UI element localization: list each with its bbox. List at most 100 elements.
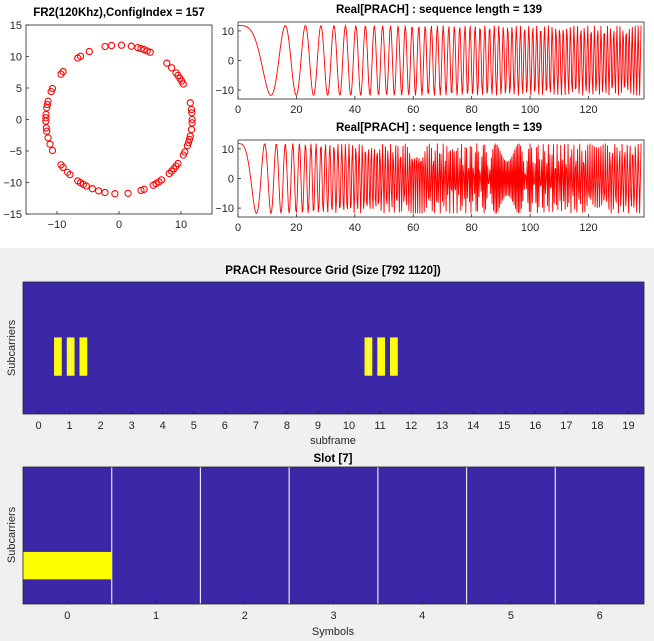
constellation-point [88, 185, 96, 193]
constellation-point [48, 85, 57, 93]
resource-grid-ylabel: Subcarriers [6, 319, 18, 376]
resource-grid-xtick-label: 12 [405, 420, 417, 432]
constellation-axes-box [25, 24, 213, 215]
prach-real-plot-2: Real[PRACH] : sequence length = 139 0 20 4… [215, 122, 645, 234]
constellation-point [42, 124, 50, 132]
resource-grid-xtick-label: 19 [622, 420, 634, 432]
constellation-point [117, 41, 126, 49]
resource-grid-xlabel: subframe [310, 435, 356, 447]
prach-real-title-2: Real[PRACH] : sequence length = 139 [336, 122, 542, 134]
slot-ylabel: Subcarriers [6, 506, 18, 563]
constellation-xtick-label: −10 [48, 219, 67, 231]
resource-grid-xtick-label: 11 [374, 420, 385, 432]
constellation-point [46, 140, 54, 148]
prach-real-xtick-label: 40 [349, 104, 361, 116]
resource-grid-xtick-label: 15 [498, 420, 510, 432]
prach-real-xtick-label: 80 [466, 104, 478, 116]
constellation-ytick-label: −15 [3, 209, 22, 221]
slot-plot: Slot [7] 0 1 2 3 4 5 6 Symbols Subcarriers [6, 453, 645, 638]
constellation-point [174, 71, 182, 80]
constellation-point [42, 110, 50, 119]
constellation-point [168, 64, 176, 72]
constellation-ytick-label: −10 [3, 178, 22, 190]
slot-xtick-label: 0 [64, 610, 70, 622]
resource-grid-image [23, 282, 644, 414]
resource-grid-xtick-label: 13 [436, 420, 448, 432]
constellation-point [158, 176, 166, 184]
constellation-point [101, 42, 109, 51]
constellation-point [146, 48, 154, 56]
constellation-point [59, 68, 67, 76]
constellation-title: FR2(120Khz),ConfigIndex = 157 [33, 7, 205, 19]
constellation-point [42, 114, 50, 122]
constellation-point [101, 188, 109, 197]
constellation-point [44, 97, 52, 105]
resource-grid-xtick-label: 7 [253, 420, 259, 432]
slot-xtick-label: 3 [330, 610, 336, 622]
constellation-point [66, 171, 74, 179]
constellation-point [163, 59, 171, 67]
resource-grid-xtick-label: 8 [284, 420, 290, 432]
prach-real-xtick-label: 100 [521, 104, 539, 116]
constellation-point [134, 44, 142, 52]
constellation-point [43, 104, 51, 112]
resource-grid-xtick-label: 4 [160, 420, 166, 432]
constellation-xtick-label: 10 [175, 219, 187, 231]
constellation-point [74, 54, 82, 62]
resource-grid-xtick-label: 16 [529, 420, 541, 432]
prach-real-xtick-label: 120 [579, 104, 597, 116]
resource-grid-xtick-label: 10 [343, 420, 355, 432]
prach-real-xtick-label: 20 [290, 222, 302, 234]
constellation-point [76, 179, 85, 187]
constellation-point [140, 46, 148, 54]
prach-real-xtick-label: 60 [407, 222, 419, 234]
resource-grid-xtick-label: 2 [98, 420, 104, 432]
prach-real-xtick-label: 0 [235, 104, 241, 116]
slot-xtick-label: 4 [419, 610, 425, 622]
slot-xtick-label: 6 [597, 610, 603, 622]
slot-xlabel: Symbols [312, 626, 355, 638]
prach-real-ytick-label: −10 [215, 203, 234, 215]
resource-grid-plot: PRACH Resource Grid (Size [792 1120]) 0 1… [6, 265, 645, 447]
constellation-point [57, 161, 65, 169]
prach-real-title-1: Real[PRACH] : sequence length = 139 [336, 4, 542, 16]
constellation-point [43, 127, 51, 135]
constellation-point [85, 48, 93, 56]
constellation-plot: FR2(120Khz),ConfigIndex = 157 −10 0 10 15 10… [3, 7, 213, 231]
constellation-point [168, 167, 176, 175]
constellation-point [187, 105, 196, 113]
resource-grid-axes-box [22, 281, 645, 415]
constellation-point [185, 135, 194, 143]
constellation-point [44, 134, 52, 142]
slot-image [23, 467, 644, 604]
prach-real-xtick-label: 40 [349, 222, 361, 234]
constellation-point [149, 181, 157, 189]
resource-grid-xtick-label: 0 [35, 420, 41, 432]
constellation-point [48, 146, 57, 154]
prach-real-xtick-label: 60 [407, 104, 419, 116]
prach-real-xtick-label: 20 [290, 104, 302, 116]
resource-grid-xtick-label: 1 [67, 420, 73, 432]
resource-grid-xtick-label: 5 [191, 420, 197, 432]
resource-grid-xtick-label: 14 [467, 420, 479, 432]
constellation-point [64, 168, 72, 176]
constellation-point [42, 117, 50, 125]
prach-real-xtick-label: 80 [466, 222, 478, 234]
constellation-point [186, 132, 194, 140]
constellation-point [184, 139, 193, 147]
constellation-point [181, 148, 189, 156]
constellation-point [188, 119, 196, 127]
constellation-point [124, 189, 132, 197]
constellation-point [82, 182, 90, 190]
constellation-point [186, 99, 194, 107]
constellation-ytick-label: −5 [9, 146, 22, 158]
constellation-point [108, 41, 116, 50]
prach-real-ytick-label: −10 [215, 85, 234, 97]
constellation-ytick-label: 10 [10, 52, 22, 64]
slot-xtick-label: 5 [508, 610, 514, 622]
prach-real-ytick-label: 0 [228, 174, 234, 186]
prach-real-xtick-label: 0 [235, 222, 241, 234]
constellation-point [140, 185, 148, 193]
slot-xtick-label: 1 [153, 610, 159, 622]
resource-grid-xtick-label: 6 [222, 420, 228, 432]
